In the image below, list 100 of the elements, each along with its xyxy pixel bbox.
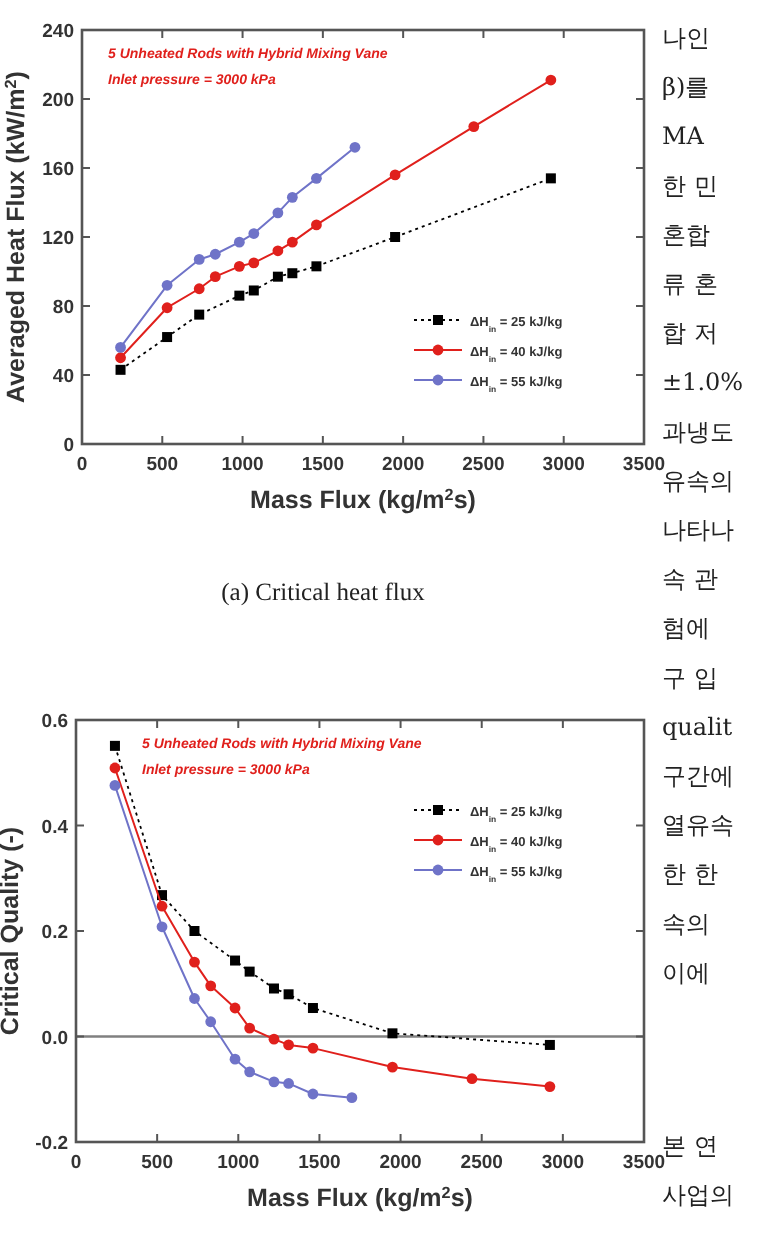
x-tick-label: 2500 [462,454,505,476]
point [156,921,168,933]
point [244,1066,256,1078]
x-tick-label: 1000 [221,454,264,476]
x-tick-label: 1000 [217,1152,260,1174]
point [205,1016,217,1028]
point [286,236,298,248]
point [307,1003,318,1014]
point [229,1002,241,1014]
x-tick-label: 500 [146,454,179,476]
point [387,1028,398,1039]
y-tick-label: 0.2 [41,922,68,944]
point [233,236,245,248]
text: 나인 [662,24,710,52]
point [544,1039,555,1050]
text: 열유속 [662,811,734,840]
text: 속의 [662,909,710,938]
y-tick-label: 40 [52,366,74,388]
point [109,780,121,791]
x-axis-title: Mass Flux (kg/m$^{2}$s) [247,1183,473,1212]
point [244,1022,256,1034]
x-tick-label: 2000 [382,454,425,476]
y-tick-label: 0.0 [41,1027,68,1050]
point [466,1073,478,1085]
point [283,989,294,1000]
point [545,173,556,184]
point [209,248,221,260]
text: 나타나 [662,516,734,544]
x-tick-label: 3500 [622,454,666,476]
text: 구 입 [662,663,718,692]
point [268,983,279,994]
text: β)를 [662,73,710,102]
point [349,141,361,153]
point [162,332,173,343]
text: 과냉도 [662,417,734,446]
point [205,980,217,992]
y-tick-label: -0.2 [35,1133,68,1155]
point [248,228,260,239]
x-tick-label: 1500 [298,1152,341,1174]
x-tick-label: 500 [141,1152,173,1174]
text: 류 혼 [662,270,718,298]
point [307,1042,319,1054]
point [389,169,401,181]
point [311,172,322,184]
point [244,966,255,977]
x-tick-label: 3000 [541,1152,584,1174]
point [161,302,173,314]
text: 이에 [662,958,710,987]
point [468,121,480,132]
point [189,993,200,1004]
y-tick-label: 120 [42,228,74,250]
point [115,364,126,375]
point [193,283,205,295]
point [189,926,200,936]
point [346,1092,358,1104]
point [115,352,126,364]
text: 험에 [662,614,710,643]
point [307,1088,319,1100]
point [390,232,401,242]
text: MA [662,122,705,151]
x-tick-label: 3500 [622,1152,666,1174]
point [209,271,221,283]
point [234,290,245,301]
point [287,268,298,279]
y-axis-title: Critical Quality (-) [0,826,24,1036]
text: qualit [662,712,733,741]
text: 한 민 [662,171,718,200]
text: 혼합 [662,220,710,249]
point [248,285,259,296]
x-tick-label: 1500 [301,454,344,476]
point [272,207,284,219]
point [283,1039,294,1051]
point [272,245,284,257]
text: 본 연 [662,1132,718,1160]
x-tick-label: 3000 [542,454,585,476]
point [189,956,200,968]
point [268,1076,280,1088]
point [194,309,205,320]
point [248,257,260,269]
text: 속 관 [662,565,718,594]
point [233,260,245,272]
x-axis-title: Mass Flux (kg/m$^{2}$s) [250,485,476,514]
point [283,1078,294,1089]
point [545,74,557,86]
point [115,342,126,353]
point [272,271,283,282]
y-tick-label: 160 [42,159,74,181]
point [544,1081,556,1093]
y-tick-label: 240 [42,21,74,43]
point [156,900,168,912]
y-tick-label: 200 [42,90,74,112]
point [229,1053,241,1065]
text: 유속의 [662,466,734,495]
y-tick-label: 80 [52,297,74,319]
point [161,279,173,291]
point [230,955,241,966]
y-tick-label: 0.6 [41,711,68,733]
point [286,191,298,203]
point [109,762,121,774]
x-tick-label: 2000 [379,1152,422,1174]
